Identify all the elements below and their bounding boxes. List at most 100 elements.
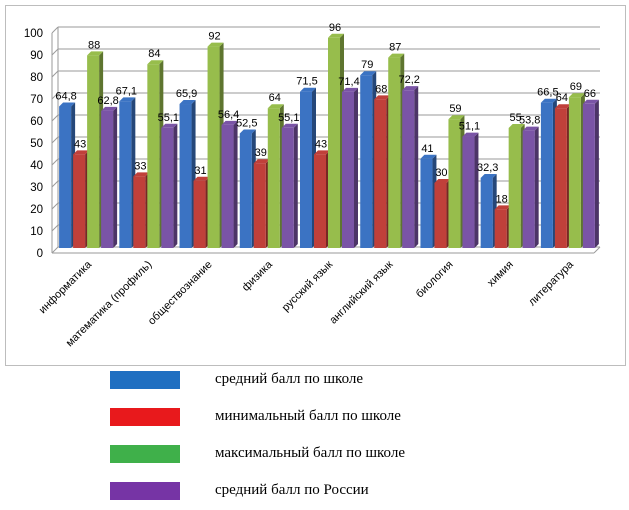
bar-top xyxy=(522,126,539,131)
bar-top xyxy=(462,132,479,137)
data-label: 79 xyxy=(361,59,373,71)
bar xyxy=(508,128,521,248)
legend-label: минимальный балл по школе xyxy=(215,408,401,424)
gridline-depth xyxy=(51,180,59,188)
y-tick-label: 30 xyxy=(30,182,43,194)
bar-top xyxy=(374,95,391,100)
bar-top xyxy=(281,123,298,128)
bar xyxy=(374,99,387,249)
legend-label: максимальный балл по школе xyxy=(215,445,405,461)
bar-side xyxy=(233,120,238,248)
bar-top xyxy=(508,124,525,128)
bar-top xyxy=(448,115,465,120)
bar xyxy=(193,180,206,248)
data-label: 69 xyxy=(570,81,582,93)
legend-label: средний балл по России xyxy=(215,482,369,498)
bar xyxy=(582,103,595,248)
gridline-depth xyxy=(51,114,59,122)
data-label: 30 xyxy=(435,167,447,179)
x-tick-label: биология xyxy=(414,259,456,301)
bar-side xyxy=(534,126,539,248)
bar xyxy=(480,177,493,248)
bar-side xyxy=(354,87,358,248)
bar-top xyxy=(147,60,164,65)
bar xyxy=(462,136,475,248)
data-label: 59 xyxy=(449,103,461,115)
data-label: 62,8 xyxy=(97,95,118,107)
bar-top xyxy=(207,42,224,47)
bar-top xyxy=(101,106,118,111)
legend-label: средний балл по школе xyxy=(215,371,364,387)
bar-top xyxy=(119,97,136,102)
data-label: 64 xyxy=(269,92,281,104)
data-label: 51,1 xyxy=(459,121,480,133)
legend-swatch xyxy=(110,482,180,500)
data-label: 43 xyxy=(74,138,86,150)
bar xyxy=(59,106,72,248)
bar xyxy=(253,163,266,248)
y-tick-label: 90 xyxy=(30,50,43,62)
bar-top xyxy=(388,53,405,58)
data-label: 67,1 xyxy=(116,85,137,97)
bar xyxy=(221,124,234,248)
bar xyxy=(420,158,433,248)
y-tick-label: 60 xyxy=(30,116,43,128)
data-label: 53,8 xyxy=(519,115,540,127)
data-label: 66,5 xyxy=(537,87,558,99)
y-tick-label: 10 xyxy=(30,226,43,238)
bar xyxy=(448,119,461,248)
bar-side xyxy=(474,132,479,248)
gridline-depth xyxy=(51,158,59,166)
data-label: 64,8 xyxy=(55,90,76,102)
bar xyxy=(328,37,340,248)
data-label: 39 xyxy=(255,147,267,159)
data-label: 55,1 xyxy=(158,112,179,124)
bar xyxy=(494,209,507,248)
y-tick-label: 70 xyxy=(30,94,43,106)
bar-top xyxy=(540,98,557,103)
x-tick-label: физика xyxy=(240,258,276,294)
bar-top xyxy=(434,179,451,183)
bar-top xyxy=(193,176,210,181)
bar xyxy=(73,154,86,248)
legend-swatch xyxy=(110,408,180,426)
bar xyxy=(161,127,174,248)
bar xyxy=(342,91,354,248)
bar-top xyxy=(328,33,344,38)
bar-side xyxy=(173,123,178,248)
bar xyxy=(207,46,220,248)
bar xyxy=(179,104,192,249)
bar-top xyxy=(582,99,599,104)
bar xyxy=(568,97,581,248)
data-label: 68 xyxy=(375,83,387,95)
data-label: 33 xyxy=(134,160,146,172)
bar xyxy=(101,110,114,248)
y-tick-label: 40 xyxy=(30,160,43,172)
bar-top xyxy=(161,123,178,128)
bar-top xyxy=(342,87,358,92)
x-tick-label: литература xyxy=(526,258,576,308)
x-tick-label: русский язык xyxy=(280,259,335,314)
bar xyxy=(554,108,567,248)
bar-top xyxy=(267,104,284,109)
data-label: 87 xyxy=(389,42,401,54)
gridline-depth xyxy=(51,26,59,34)
floor-edge xyxy=(593,246,601,254)
bar xyxy=(267,108,280,248)
data-label: 64 xyxy=(556,92,568,104)
bar xyxy=(360,75,373,248)
gridline-depth xyxy=(51,246,59,254)
bar-side xyxy=(293,123,298,248)
data-label: 65,9 xyxy=(176,88,197,100)
x-tick-label: информатика xyxy=(37,258,95,316)
data-label: 71,5 xyxy=(296,76,317,88)
data-label: 88 xyxy=(88,39,100,51)
gridline-depth xyxy=(51,202,59,210)
bar-top xyxy=(360,71,377,76)
y-tick-label: 50 xyxy=(30,138,43,150)
x-tick-label: английский язык xyxy=(327,259,395,327)
bar xyxy=(239,133,252,248)
data-label: 84 xyxy=(148,48,160,60)
bar-side xyxy=(113,106,118,248)
gridline-depth xyxy=(51,48,59,56)
